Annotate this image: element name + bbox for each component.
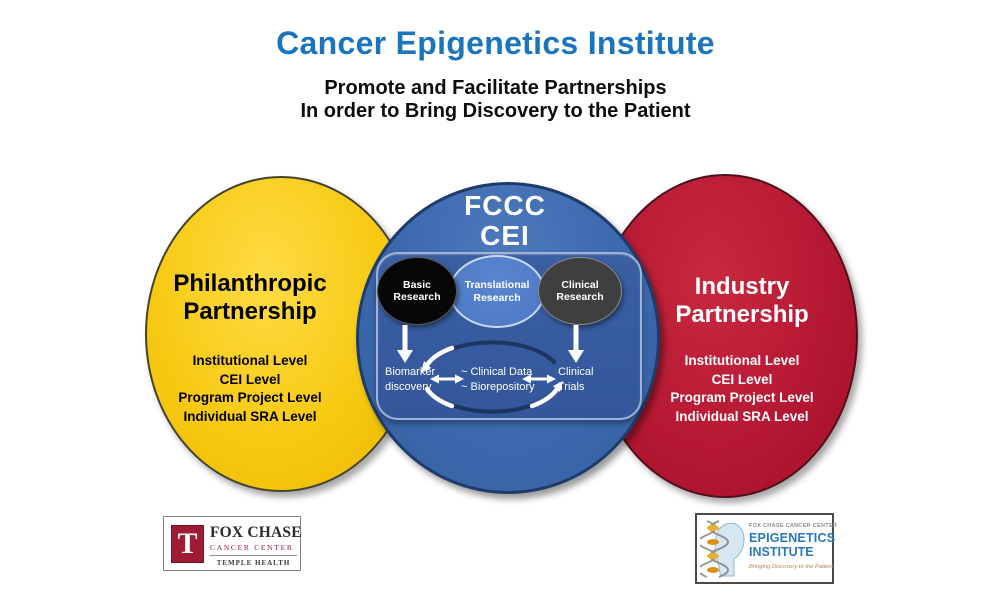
philanthropic-title: Philanthropic Partnership: [130, 270, 370, 326]
dna-helix-face-icon: [700, 520, 745, 578]
level-item: Institutional Level: [192, 353, 308, 368]
clinical-label-line-2: Research: [556, 291, 604, 303]
translational-label-line-1: Translational: [464, 279, 530, 291]
clinical-trials-label: Clinical Trials: [558, 366, 594, 393]
philanthropic-levels: Institutional Level CEI Level Program Pr…: [130, 352, 370, 426]
industry-title: Industry Partnership: [622, 273, 862, 329]
subtitle-line-1: Promote and Facilitate Partnerships: [324, 77, 667, 99]
industry-levels: Institutional Level CEI Level Program Pr…: [622, 352, 862, 426]
clinical-data-biorepository-label: ~ Clinical Data ~ Biorepository: [461, 366, 535, 393]
subtitle-line-2: In order to Bring Discovery to the Patie…: [300, 100, 691, 122]
industry-title-line-2: Partnership: [675, 301, 809, 328]
cei-title: FCCC CEI: [405, 191, 605, 251]
level-item: Program Project Level: [670, 390, 814, 405]
level-item: CEI Level: [219, 371, 281, 387]
level-item: CEI Level: [711, 371, 773, 387]
level-item: Individual SRA Level: [183, 408, 317, 424]
cei-title-line-1: FCCC: [464, 190, 546, 221]
industry-title-line-1: Industry: [694, 273, 790, 300]
translational-research-ellipse: Translational Research: [449, 255, 545, 328]
basic-label-line-2: Research: [393, 291, 441, 303]
clinical-research-ellipse: Clinical Research: [538, 257, 622, 325]
level-item: Individual SRA Level: [675, 408, 809, 424]
biomarker-discovery-label: Biomarker discovery: [385, 366, 436, 393]
epigenetics-name-line-1: EPIGENETICS: [749, 531, 836, 545]
fox-chase-logo-text: FOX CHASE CANCER CENTER TEMPLE HEALTH: [210, 524, 302, 567]
level-item: Program Project Level: [178, 390, 322, 405]
temple-t-icon: T: [171, 525, 204, 563]
epigenetics-logo-text: FOX CHASE CANCER CENTER EPIGENETICS INST…: [749, 523, 838, 570]
translational-label-line-2: Research: [473, 291, 521, 304]
philanthropic-title-line-1: Philanthropic: [173, 270, 327, 297]
page-subtitle: Promote and Facilitate Partnerships In o…: [0, 77, 991, 123]
basic-research-ellipse: Basic Research: [377, 257, 457, 325]
fox-chase-subname: CANCER CENTER: [210, 543, 294, 552]
epigenetics-eyebrow: FOX CHASE CANCER CENTER: [749, 523, 838, 529]
epigenetics-name-line-2: INSTITUTE: [749, 545, 814, 559]
basic-label-line-1: Basic: [402, 278, 432, 291]
fox-chase-logo: T FOX CHASE CANCER CENTER TEMPLE HEALTH: [163, 516, 302, 571]
temple-health-label: TEMPLE HEALTH: [216, 559, 291, 567]
clinical-label-line-1: Clinical: [561, 278, 599, 291]
epigenetics-institute-logo: FOX CHASE CANCER CENTER EPIGENETICS INST…: [695, 513, 838, 584]
epigenetics-tagline: Bringing Discovery to the Patient: [749, 564, 834, 570]
fox-chase-divider: [210, 555, 297, 556]
philanthropic-title-line-2: Partnership: [183, 298, 317, 325]
page-title: Cancer Epigenetics Institute: [276, 25, 715, 61]
cei-title-line-2: CEI: [480, 220, 530, 251]
fox-chase-name: FOX CHASE: [210, 524, 302, 541]
level-item: Institutional Level: [684, 353, 800, 368]
